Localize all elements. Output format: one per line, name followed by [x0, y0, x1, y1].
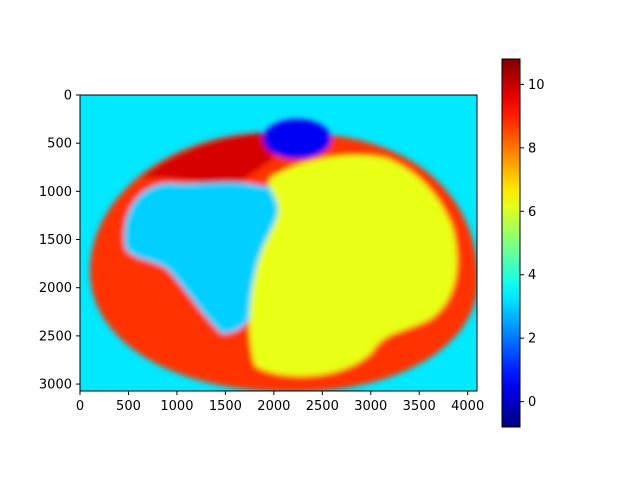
y-tick-label: 500	[47, 137, 72, 152]
y-axis: 0 500 1000 1500 2000 2500 3000	[39, 89, 80, 393]
colorbar-tick-label: 0	[528, 395, 536, 410]
colorbar-tick-label: 4	[528, 268, 536, 283]
colorbar	[501, 58, 521, 428]
bowl	[263, 119, 331, 159]
colorbar-tick-label: 10	[528, 78, 545, 93]
y-tick-label: 1500	[39, 233, 72, 248]
plot-frame	[79, 94, 478, 392]
y-tick-label: 1000	[39, 185, 72, 200]
y-tick-label: 2000	[39, 281, 72, 296]
x-tick-label: 1000	[160, 399, 193, 414]
y-tick-label: 0	[64, 89, 72, 104]
y-tick-label: 2500	[39, 329, 72, 344]
colorbar-tick-label: 2	[528, 332, 536, 347]
colorbar-axis: 0 2 4 6 8 10	[520, 78, 545, 410]
x-tick-label: 1500	[209, 399, 242, 414]
x-tick-label: 3000	[354, 399, 387, 414]
y-tick-label: 3000	[39, 378, 72, 393]
colorbar-tick-label: 8	[528, 141, 536, 156]
plate-rim-top	[142, 133, 275, 188]
x-tick-label: 0	[76, 399, 84, 414]
heatmap-image	[80, 95, 477, 391]
right-food	[249, 155, 458, 377]
x-tick-label: 2500	[306, 399, 339, 414]
x-tick-label: 3500	[403, 399, 436, 414]
x-tick-label: 2000	[257, 399, 290, 414]
x-tick-label: 4000	[451, 399, 484, 414]
x-axis: 0 500 1000 1500 2000 2500 3000 3500 4000	[76, 391, 484, 414]
x-tick-label: 500	[116, 399, 141, 414]
colorbar-tick-label: 6	[528, 205, 536, 220]
